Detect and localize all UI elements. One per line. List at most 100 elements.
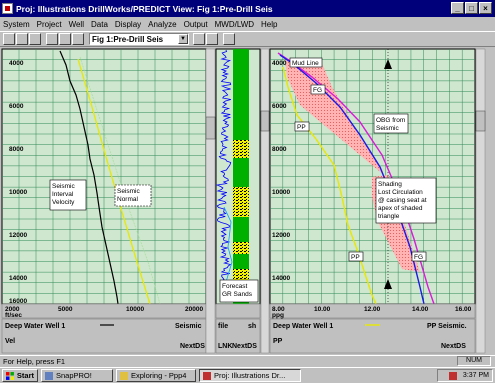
save-icon[interactable] — [29, 33, 41, 45]
depth-label: 4000 — [272, 60, 287, 67]
mudline-annotation-box — [289, 57, 323, 68]
gamma-ray-scrollbar[interactable] — [260, 48, 270, 354]
x-tick-label: 8.00 — [272, 306, 285, 313]
task-label: SnapPRO! — [56, 371, 92, 380]
legend-link: LNK — [218, 343, 232, 350]
gamma-ray-track: Forecast GR Sands file sh LNK NextDS — [215, 48, 270, 354]
window-title: Proj: Illustrations DrillWorks/PREDICT V… — [16, 3, 273, 14]
pressure-scroll-thumb[interactable] — [475, 110, 486, 132]
view-select-value: Fig 1:Pre-Drill Seis — [92, 34, 164, 44]
menu-project[interactable]: Project — [36, 19, 62, 29]
windows-logo-icon — [6, 371, 14, 380]
legend-well-name: Deep Water Well 1 — [5, 323, 65, 330]
x-axis-unit: ft/sec — [5, 312, 22, 319]
fg-annotation: FG — [313, 87, 322, 94]
depth-label: 12000 — [9, 232, 27, 239]
open-icon[interactable] — [16, 33, 28, 45]
status-text: For Help, press F1 — [3, 356, 66, 366]
depth-label: 10000 — [272, 189, 290, 196]
task-label: Proj: Illustrations Dr... — [214, 371, 286, 380]
sand-body — [233, 242, 249, 254]
x-tick-label: 16.00 — [455, 306, 472, 313]
next-dataset-button[interactable]: NextDS — [180, 343, 205, 350]
maximize-button[interactable]: □ — [465, 2, 478, 14]
seismic-interval-velocity-curve — [59, 50, 119, 305]
pp-annotation-box — [294, 121, 310, 132]
mudline-annotation: Mud Line — [292, 60, 319, 67]
taskbar-snappro[interactable]: SnapPRO! — [41, 369, 113, 382]
zoom-out-icon[interactable] — [206, 33, 218, 45]
fg-annotation: FG — [414, 254, 423, 261]
drillworks-icon — [203, 371, 211, 380]
depth-label: 8000 — [9, 146, 24, 153]
title-bar: Proj: Illustrations DrillWorks/PREDICT V… — [0, 0, 495, 17]
annotation-line: Lost Circulation — [378, 189, 423, 196]
annotation-line: Normal — [117, 196, 139, 203]
new-icon[interactable] — [3, 33, 15, 45]
x-axis-unit: ppg — [272, 312, 284, 319]
x-tick-label: 2000 — [5, 306, 20, 313]
toolbar: Fig 1:Pre-Drill Seis ▼ — [0, 31, 495, 47]
next-dataset-button[interactable]: NextDS — [441, 343, 466, 350]
menu-output[interactable]: Output — [183, 19, 208, 29]
menu-mwd-lwd[interactable]: MWD/LWD — [214, 19, 255, 29]
plot-workspace: 4000 6000 8000 10000 12000 14000 16000 S… — [0, 47, 495, 374]
start-label: Start — [16, 371, 34, 380]
plot-canvas: 4000 6000 8000 10000 12000 14000 16000 S… — [1, 48, 486, 354]
annotation-line: Forecast — [222, 283, 247, 290]
gamma-ray-x-axis — [215, 303, 261, 319]
menu-well[interactable]: Well — [68, 19, 84, 29]
copy-icon[interactable] — [59, 33, 71, 45]
app-icon[interactable] — [2, 3, 13, 14]
num-lock-indicator: NUM — [457, 356, 491, 366]
depth-label: 10000 — [9, 189, 27, 196]
menu-help[interactable]: Help — [261, 19, 278, 29]
legend-series-name: PP Seismic. — [427, 323, 467, 330]
taskbar-drillworks[interactable]: Proj: Illustrations Dr... — [199, 369, 301, 382]
velocity-x-axis — [1, 303, 207, 319]
x-tick-label: 10000 — [126, 306, 144, 313]
next-dataset-button[interactable]: NextDS — [232, 343, 257, 350]
menu-display[interactable]: Display — [114, 19, 142, 29]
view-select[interactable]: Fig 1:Pre-Drill Seis ▼ — [89, 33, 189, 45]
obg-annotation-box — [373, 113, 409, 134]
fg-curve — [279, 54, 425, 305]
pp-annotation: PP — [297, 124, 306, 131]
depth-label: 6000 — [9, 103, 24, 110]
gamma-ray-log — [215, 49, 232, 303]
taskbar-exploring[interactable]: Exploring - Ppp4 — [116, 369, 196, 382]
annotation-line: Shading — [378, 181, 402, 188]
properties-icon[interactable] — [72, 33, 84, 45]
start-button[interactable]: Start — [2, 369, 38, 382]
velocity-scroll-thumb[interactable] — [205, 116, 216, 140]
gamma-ray-scroll-thumb[interactable] — [260, 110, 270, 132]
pressure-track: 4000 6000 8000 10000 12000 14000 Mud Lin… — [269, 48, 486, 354]
menu-data[interactable]: Data — [91, 19, 108, 29]
x-tick-label: 14.00 — [412, 306, 429, 313]
velocity-scrollbar[interactable] — [205, 48, 216, 354]
legend-well-name: Deep Water Well 1 — [273, 323, 333, 330]
depth-label: 4000 — [9, 60, 24, 67]
x-tick-label: 20000 — [185, 306, 203, 313]
legend-property: Vel — [5, 338, 15, 345]
minimize-button[interactable]: _ — [451, 2, 464, 14]
print-icon[interactable] — [223, 33, 235, 45]
forecast-annotation: Forecast GR Sands — [222, 283, 253, 298]
seismic-normal-annotation-box — [114, 184, 152, 207]
zoom-in-icon[interactable] — [193, 33, 205, 45]
tray-app-icon[interactable] — [448, 371, 457, 380]
system-tray: 3:37 PM — [437, 369, 493, 382]
close-button[interactable]: × — [479, 2, 492, 14]
annotation-line: Seismic — [117, 188, 141, 195]
x-tick-label: 10.00 — [314, 306, 331, 313]
menu-analyze[interactable]: Analyze — [148, 19, 177, 29]
annotation-line: Seismic — [52, 183, 76, 190]
fg-annotation-box — [411, 251, 427, 262]
pressure-scrollbar[interactable] — [475, 48, 486, 354]
page-icon[interactable] — [46, 33, 58, 45]
chevron-down-icon[interactable]: ▼ — [178, 34, 188, 44]
annotation-line: Interval — [52, 191, 74, 198]
interval-velocity-annotation-box — [49, 179, 87, 211]
shading-annotation: Shading Lost Circulation @ casing seat at a… — [378, 181, 427, 220]
menu-system[interactable]: System — [3, 19, 30, 29]
